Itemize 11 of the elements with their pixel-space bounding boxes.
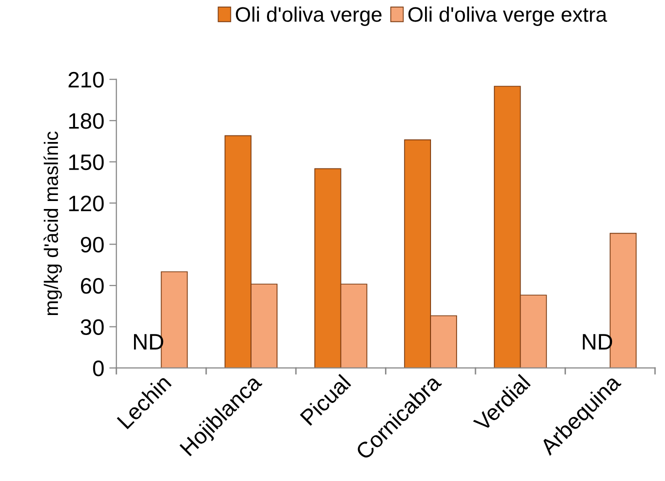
y-tick-label: 120 <box>69 196 104 212</box>
y-axis-title: mg/kg d'àcid maslínic <box>44 132 62 315</box>
legend-label: Oli d'oliva verge <box>236 6 382 26</box>
y-tick-label: 0 <box>93 360 104 376</box>
y-tick-label: 90 <box>80 236 104 253</box>
legend-label: Oli d'oliva verge extra <box>408 6 608 26</box>
y-tick-label: 150 <box>69 154 104 170</box>
y-tick-label: 30 <box>80 319 104 336</box>
y-tick-label: 210 <box>68 72 104 88</box>
y-tick-label: 180 <box>69 113 104 129</box>
y-tick-label: 60 <box>80 278 104 294</box>
